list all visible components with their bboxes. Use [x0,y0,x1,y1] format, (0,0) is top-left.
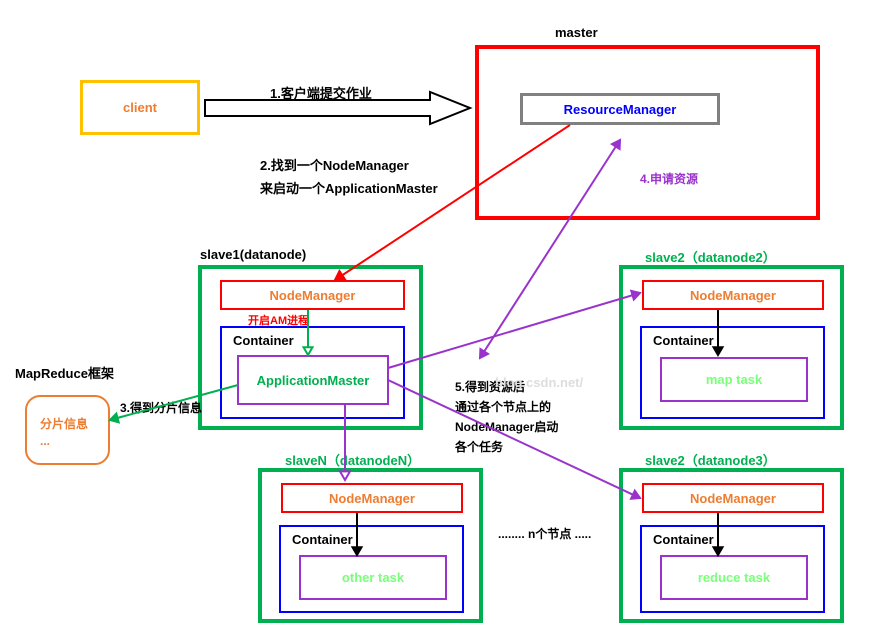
slaveN_title: slaveN（datanodeN） [285,450,420,469]
slave3_task: reduce task [660,555,808,600]
mr_framework: MapReduce框架 [15,363,114,382]
shard_l1: 分片信息 [40,415,88,432]
n_nodes: ........ n个节点 ..... [498,525,591,542]
slave1_container_lbl: Container [233,333,294,348]
step3: 3.得到分片信息 [120,399,202,416]
slave2_task: map task [660,357,808,402]
slaveN_container_lbl: Container [292,532,353,547]
slave2_container_lbl: Container [653,333,714,348]
slave3_nm-label: NodeManager [690,491,776,506]
slave1_appmaster-label: ApplicationMaster [257,373,370,388]
slaveN_nm-label: NodeManager [329,491,415,506]
step2a: 2.找到一个NodeManager [260,155,409,174]
client: client [80,80,200,135]
slaveN_task-label: other task [342,570,404,585]
step1: 1.客户端提交作业 [270,83,372,102]
slave1_nm-label: NodeManager [270,288,356,303]
slave2_task-label: map task [706,372,762,387]
step5c: NodeManager启动 [455,418,558,435]
slave2_nm-label: NodeManager [690,288,776,303]
slave3_nm: NodeManager [642,483,824,513]
watermark: blog.csdn.net/ [495,375,583,390]
step4: 4.申请资源 [640,170,698,187]
shard_l2: ... [40,434,50,448]
master_outer [475,45,820,220]
step5d: 各个任务 [455,438,503,455]
slave1_appmaster: ApplicationMaster [237,355,389,405]
step2b: 来启动一个ApplicationMaster [260,178,438,197]
slaveN_task: other task [299,555,447,600]
slave2_title: slave2（datanode2） [645,247,776,266]
slave3_task-label: reduce task [698,570,770,585]
master_title: master [555,25,598,40]
slave3_title: slave2（datanode3） [645,450,776,469]
slave1_nm: NodeManager [220,280,405,310]
rm: ResourceManager [520,93,720,125]
slaveN_nm: NodeManager [281,483,463,513]
rm-label: ResourceManager [564,102,677,117]
client-label: client [123,100,157,115]
step5b: 通过各个节点上的 [455,398,551,415]
slave1_title: slave1(datanode) [200,247,306,262]
slave3_container_lbl: Container [653,532,714,547]
slave2_nm: NodeManager [642,280,824,310]
